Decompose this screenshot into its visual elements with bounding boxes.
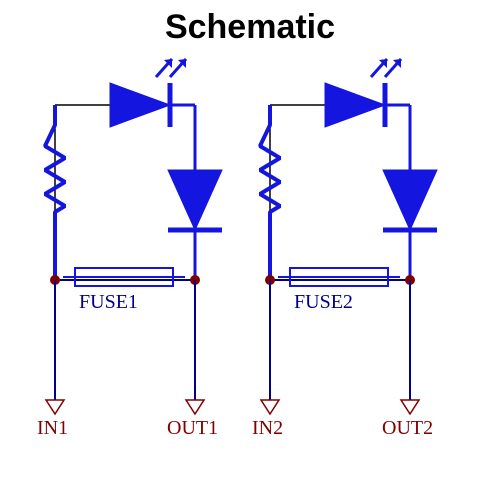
led (325, 83, 385, 127)
pin-arrow (46, 400, 64, 414)
circuit-block: FUSE1 IN1 OUT1 (37, 59, 222, 439)
circuit-block: FUSE2 IN2 OUT2 (252, 59, 437, 439)
schematic-canvas: FUSE1 IN1 OUT1 FUSE2 IN2 OUT2 (0, 0, 500, 500)
fuse-label: FUSE2 (294, 291, 353, 313)
pin-arrow (401, 400, 419, 414)
diode (383, 170, 437, 230)
pin-in-label: IN2 (252, 417, 283, 439)
pin-arrow (261, 400, 279, 414)
pin-arrow (186, 400, 204, 414)
fuse-label: FUSE1 (79, 291, 138, 313)
diode (168, 170, 222, 230)
pin-out-label: OUT2 (382, 417, 433, 439)
pin-out-label: OUT1 (167, 417, 218, 439)
led (110, 83, 170, 127)
pin-in-label: IN1 (37, 417, 68, 439)
